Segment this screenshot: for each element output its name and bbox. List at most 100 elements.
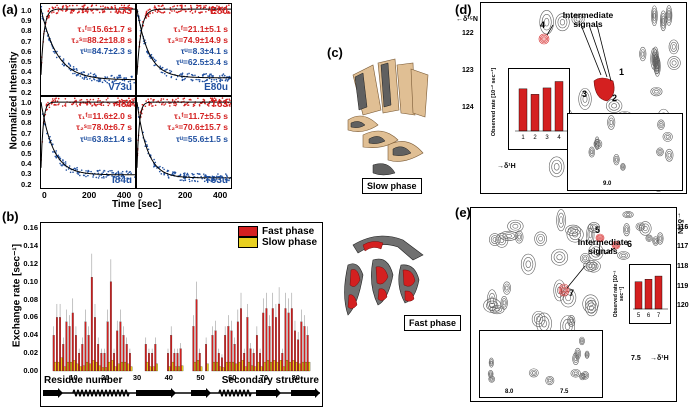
red-data-point (129, 9, 132, 12)
nmr-peak (557, 16, 568, 29)
nmr-peak (509, 221, 521, 231)
nmr-peak (605, 98, 623, 113)
tau-unfolded-1: τᵘ=8.3±4.1 s (180, 46, 228, 56)
fast-phase-bar (198, 353, 201, 372)
blue-data-point (51, 143, 54, 145)
red-data-point (215, 9, 217, 12)
blue-data-point (188, 72, 190, 75)
slow-phase-bar (108, 361, 111, 372)
red-data-point (159, 11, 162, 13)
intermediate-peak-6 (611, 240, 621, 250)
red-data-point (157, 100, 159, 102)
red-data-point (211, 97, 214, 100)
blue-data-point (99, 80, 102, 82)
nmr-peak (621, 165, 625, 169)
nmr-peak (586, 353, 589, 357)
red-data-point (161, 103, 163, 106)
nmr-peak (579, 338, 584, 344)
red-data-point (108, 102, 111, 105)
nmr-peak (665, 134, 670, 139)
nmr-peak (587, 300, 594, 308)
nmr-peak (572, 231, 579, 238)
red-data-point (188, 98, 191, 101)
a-ytick: 0.2 (21, 87, 32, 97)
blue-data-point (209, 73, 211, 76)
inset-bar (542, 87, 552, 132)
peak-label-1: 1 (619, 67, 625, 77)
blue-data-point (123, 77, 125, 79)
blue-data-point (72, 66, 75, 68)
nmr-peak (567, 315, 576, 327)
blue-data-point (87, 73, 90, 75)
fast-phase-bar (265, 308, 268, 372)
red-data-point (79, 104, 82, 106)
slow-phase-bar (289, 361, 292, 372)
red-data-point (170, 102, 172, 104)
fast-phase-bar (109, 281, 112, 372)
nmr-peak (623, 223, 631, 237)
nmr-peak (614, 155, 619, 164)
blue-data-point (82, 174, 85, 177)
fast-phase-bar (259, 353, 261, 372)
blue-data-point (158, 170, 161, 173)
red-data-point (52, 11, 55, 13)
red-data-point (124, 11, 127, 14)
nmr-peak (651, 5, 658, 27)
red-data-point (149, 12, 151, 15)
red-data-point (93, 102, 96, 105)
red-data-point (171, 10, 173, 12)
red-data-point (86, 98, 88, 101)
nmr-peak (637, 223, 644, 230)
red-data-point (153, 5, 156, 7)
sub-spectrum-contours-d: 9.0 (588, 115, 674, 187)
blue-data-point (206, 178, 208, 181)
intermediate-peak-cluster (593, 77, 615, 102)
nmr-peak (661, 15, 666, 27)
red-data-point (175, 98, 177, 101)
red-data-point (169, 105, 171, 107)
red-data-point (81, 11, 84, 14)
slow-phase-bar (248, 361, 250, 372)
fast-phase-bar (97, 344, 100, 372)
nmr-peak (490, 360, 493, 365)
red-data-point (150, 97, 152, 100)
slow-phase-bar (117, 363, 120, 372)
blue-data-point (59, 162, 61, 165)
slow-phase-bar (121, 361, 123, 372)
blue-data-point (107, 170, 110, 173)
red-data-point (226, 104, 229, 107)
nmr-peak (646, 235, 652, 241)
blue-data-point (116, 76, 118, 79)
inset-xtick: 5 (637, 313, 641, 319)
intermediate-peak-7 (561, 286, 567, 294)
slow-phase-bar (308, 361, 311, 372)
blue-data-point (224, 79, 227, 82)
tau-unfolded-2: τᵘ=62.5±3.4 s (175, 57, 228, 67)
red-data-point (177, 10, 180, 13)
red-data-point (184, 4, 187, 7)
peak-label-7: 7 (569, 288, 575, 298)
fast-phase-bar (106, 321, 109, 372)
nmr-peak (546, 377, 553, 384)
blue-data-point (49, 135, 51, 138)
beta-strand-arrow (43, 388, 63, 398)
red-data-point (194, 102, 196, 105)
nmr-peak (666, 150, 673, 160)
subplot-tag-top: I84 (118, 99, 132, 110)
slow-phase-bar (270, 361, 273, 372)
red-data-point (54, 6, 57, 9)
red-data-point (89, 103, 92, 105)
blue-data-point (110, 75, 112, 77)
nmr-peak (573, 354, 579, 364)
a-ytick: 0.5 (21, 57, 32, 66)
slow-phase-bar (82, 365, 85, 372)
peak-label-2: 2 (612, 93, 618, 103)
fast-phase-bar (227, 326, 230, 372)
nmr-peak (624, 225, 630, 235)
red-data-point (168, 12, 171, 14)
sub-xtick: 8.0 (505, 389, 514, 395)
nmr-peak (489, 233, 501, 246)
fast-phase-bar (113, 353, 115, 372)
nmr-peak (573, 371, 578, 375)
